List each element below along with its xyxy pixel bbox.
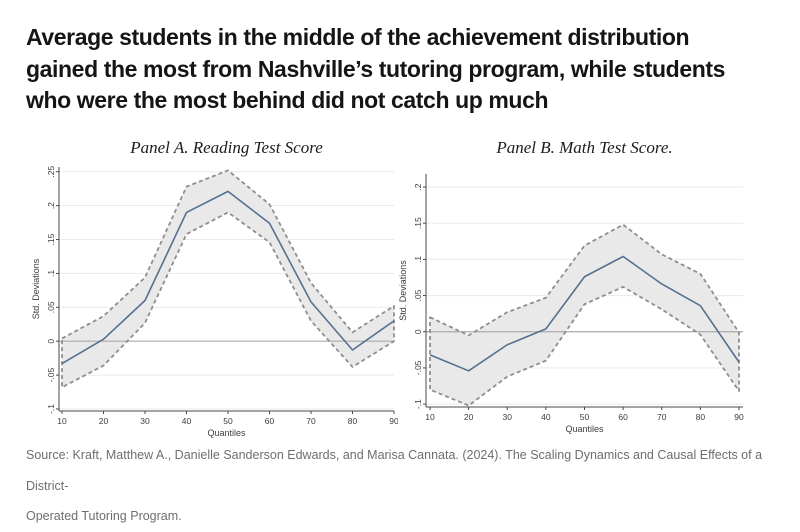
svg-text:.15: .15 bbox=[413, 217, 423, 229]
svg-text:-.1: -.1 bbox=[46, 404, 56, 414]
svg-text:50: 50 bbox=[580, 412, 590, 422]
panel-a-chart: -.1 -.05 0 .05 .1 .15 .2 .25 10 20 30 40 50 60 70 80 90 Q… bbox=[31, 166, 398, 438]
svg-text:.1: .1 bbox=[46, 270, 56, 277]
panel-a-title: Panel A. Reading Test Score bbox=[130, 138, 323, 157]
svg-text:-.05: -.05 bbox=[46, 367, 56, 382]
svg-text:.1: .1 bbox=[413, 256, 423, 263]
svg-text:Quantiles: Quantiles bbox=[207, 428, 246, 438]
svg-text:-.05: -.05 bbox=[413, 360, 423, 375]
svg-text:70: 70 bbox=[306, 416, 316, 426]
headline: Average students in the middle of the ac… bbox=[26, 24, 726, 114]
panel-b-title: Panel B. Math Test Score. bbox=[496, 138, 673, 157]
svg-text:-.1: -.1 bbox=[413, 399, 423, 409]
svg-text:0: 0 bbox=[46, 339, 56, 344]
svg-text:Std. Deviations: Std. Deviations bbox=[398, 260, 408, 321]
svg-text:.15: .15 bbox=[46, 233, 56, 245]
svg-text:70: 70 bbox=[657, 412, 667, 422]
svg-text:30: 30 bbox=[140, 416, 150, 426]
svg-text:50: 50 bbox=[223, 416, 233, 426]
panel-b: Panel B. Math Test Score. -.1 -.05 0 .05 .1.… bbox=[393, 138, 745, 436]
svg-text:60: 60 bbox=[618, 412, 628, 422]
svg-text:10: 10 bbox=[57, 416, 67, 426]
svg-text:40: 40 bbox=[541, 412, 551, 422]
panel-b-chart: -.1 -.05 0 .05 .1 .15 .2 10 20 30 40 50 60 70 80 90 Quan… bbox=[398, 174, 744, 434]
svg-text:20: 20 bbox=[99, 416, 109, 426]
svg-text:40: 40 bbox=[182, 416, 192, 426]
svg-text:80: 80 bbox=[696, 412, 706, 422]
panel-a: Panel A. Reading Test Score -.1 -.05 0 .05.… bbox=[30, 138, 398, 440]
svg-text:60: 60 bbox=[265, 416, 275, 426]
svg-text:30: 30 bbox=[503, 412, 513, 422]
svg-text:80: 80 bbox=[348, 416, 358, 426]
source-caption: Source: Kraft, Matthew A., Danielle Sand… bbox=[26, 448, 763, 524]
svg-text:.05: .05 bbox=[413, 289, 423, 301]
svg-text:.25: .25 bbox=[46, 166, 56, 178]
svg-text:20: 20 bbox=[464, 412, 474, 422]
svg-text:0: 0 bbox=[413, 329, 423, 334]
svg-text:.2: .2 bbox=[413, 183, 423, 190]
svg-text:90: 90 bbox=[734, 412, 744, 422]
figure: Panel A. Reading Test Score -.1 -.05 0 .05.… bbox=[30, 138, 770, 438]
svg-text:Std. Deviations: Std. Deviations bbox=[31, 258, 41, 319]
svg-text:90: 90 bbox=[389, 416, 398, 426]
svg-text:.05: .05 bbox=[46, 301, 56, 313]
svg-text:10: 10 bbox=[425, 412, 435, 422]
svg-text:.2: .2 bbox=[46, 202, 56, 209]
svg-text:Quantiles: Quantiles bbox=[565, 424, 604, 434]
